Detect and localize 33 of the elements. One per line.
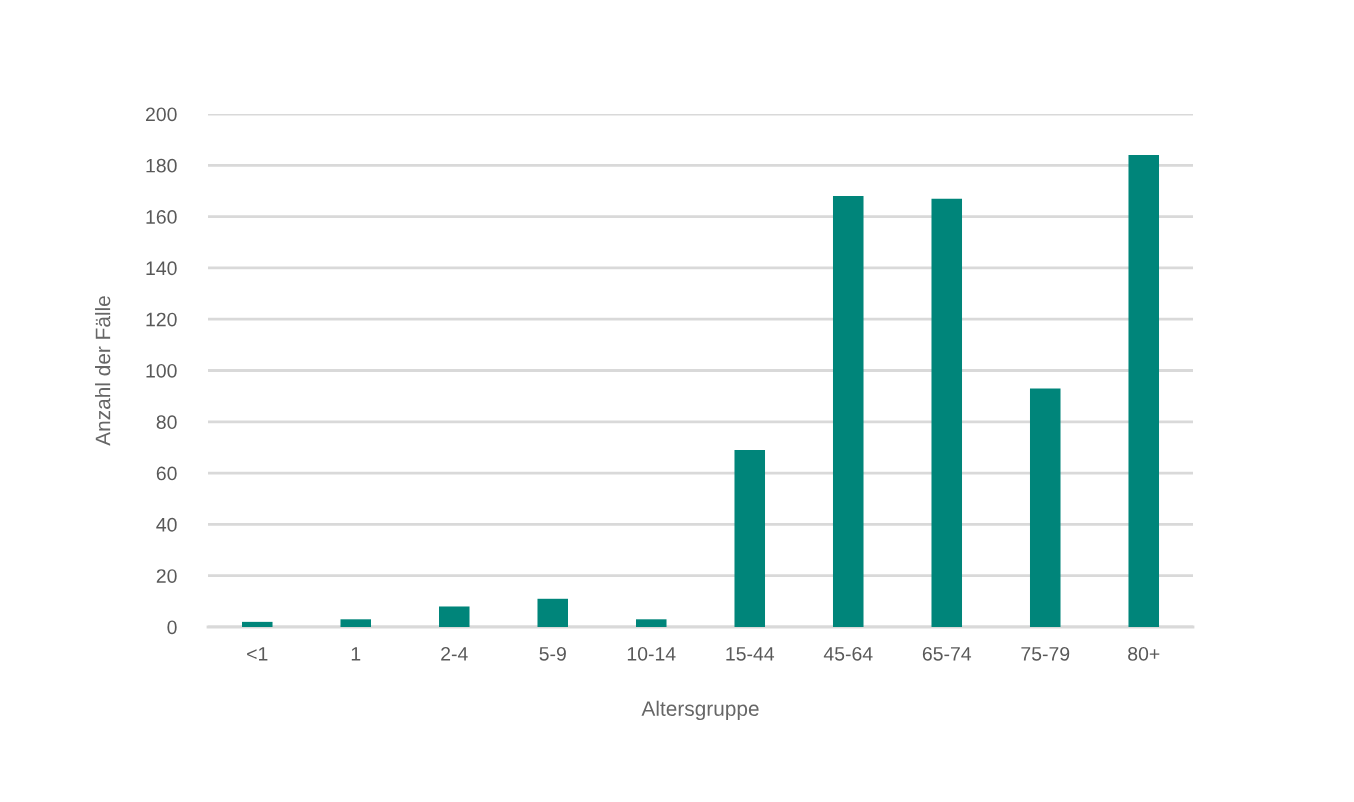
y-tick-label: 200 xyxy=(145,107,177,122)
x-tick-label: 10-14 xyxy=(627,646,676,661)
x-tick-label: 5-9 xyxy=(539,646,566,661)
y-tick-label: 160 xyxy=(146,210,177,224)
bar xyxy=(438,606,470,627)
y-tick-label: 100 xyxy=(146,363,177,378)
x-tick-label: 1 xyxy=(351,647,361,661)
bar xyxy=(241,621,273,627)
x-tick-label: 65-74 xyxy=(922,646,972,661)
bar xyxy=(734,450,766,627)
x-tick-label: 45-64 xyxy=(823,646,873,661)
bar xyxy=(340,619,372,627)
y-axis-title: Anzahl der Fälle xyxy=(95,296,111,446)
bar xyxy=(1128,155,1160,627)
x-axis-title: Altersgruppe xyxy=(641,700,759,721)
x-tick-label: 80+ xyxy=(1128,646,1160,661)
x-tick-label: 75-79 xyxy=(1021,646,1070,661)
bar xyxy=(832,196,864,627)
y-tick-label: 120 xyxy=(146,312,177,327)
x-tick-label: 2-4 xyxy=(441,646,468,661)
y-tick-label: 20 xyxy=(156,569,177,583)
x-tick-label: 15-44 xyxy=(726,647,775,661)
bar xyxy=(1029,388,1061,627)
bar xyxy=(537,598,569,627)
y-tick-label: 60 xyxy=(156,466,177,481)
y-tick-label: 140 xyxy=(146,261,177,276)
bar xyxy=(635,619,667,627)
y-tick-label: 40 xyxy=(156,517,177,532)
y-tick-label: 0 xyxy=(167,620,177,635)
bar xyxy=(931,198,963,627)
x-tick-label: <1 xyxy=(247,647,268,661)
y-tick-label: 180 xyxy=(146,158,177,173)
y-tick-label: 80 xyxy=(156,415,177,430)
